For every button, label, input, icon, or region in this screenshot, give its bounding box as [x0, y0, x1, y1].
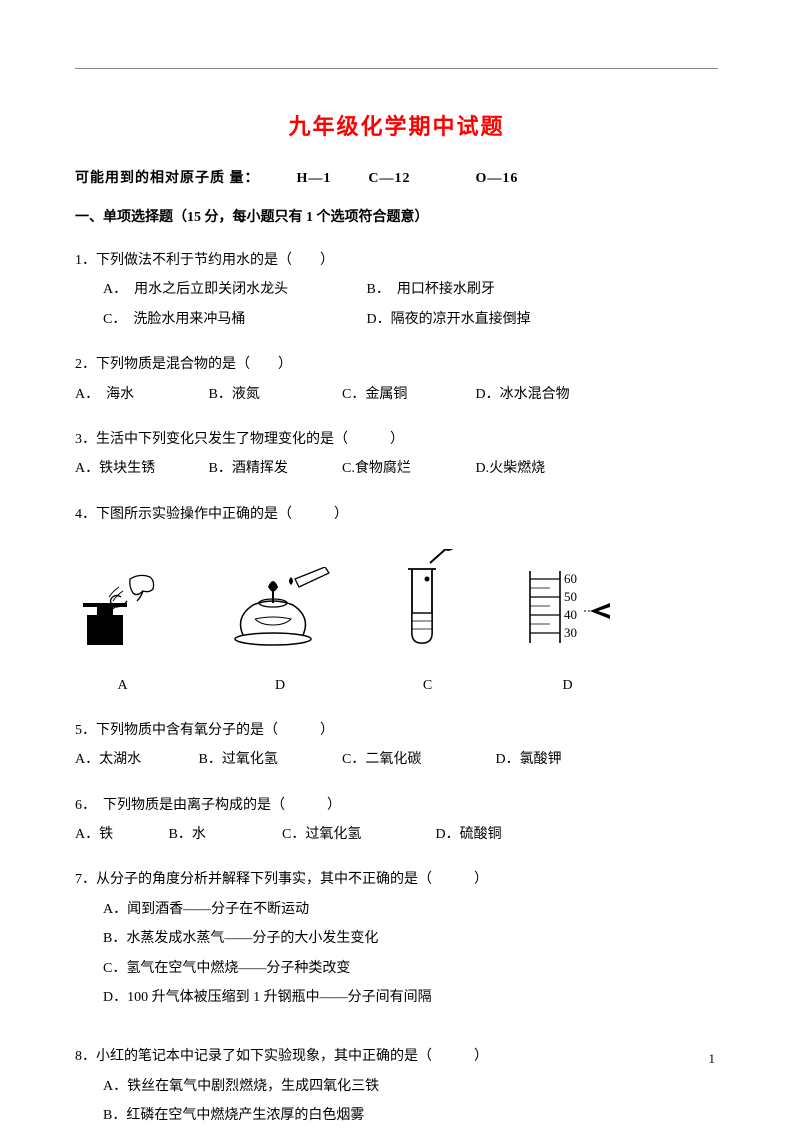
fig-a: A [75, 567, 170, 700]
graduated-cylinder-icon: 60 50 40 30 [520, 567, 615, 649]
q1-stem: 1．下列做法不利于节约用水的是（ ） [75, 246, 718, 275]
q7-opt-b: B．水蒸发成水蒸气——分子的大小发生变化 [75, 924, 718, 953]
q2-opt-b: B．液氮 [209, 380, 339, 409]
tick-60: 60 [564, 571, 577, 586]
q5-opt-c: C．二氧化碳 [342, 745, 492, 774]
fig-a-label: A [75, 671, 170, 700]
question-3: 3．生活中下列变化只发生了物理变化的是（ ） A．铁块生锈 B．酒精挥发 C.食… [75, 425, 718, 484]
eye-icon [590, 603, 610, 619]
page-number: 1 [709, 1049, 716, 1069]
fig-b: D [225, 567, 335, 700]
q1-opt-a: A． 用水之后立即关闭水龙头 [103, 275, 363, 304]
q4-stem: 4．下图所示实验操作中正确的是（ ） [75, 500, 718, 529]
q1-opt-c: C． 洗脸水用来冲马桶 [103, 305, 363, 334]
q2-stem: 2．下列物质是混合物的是（ ） [75, 350, 718, 379]
tick-30: 30 [564, 625, 577, 640]
q6-opt-a: A．铁 [75, 820, 165, 849]
q7-opt-d: D．100 升气体被压缩到 1 升钢瓶中——分子间有间隔 [75, 983, 718, 1012]
header-rule [75, 68, 718, 69]
alcohol-lamp-icon [225, 567, 335, 649]
q1-opt-b: B． 用口杯接水刷牙 [367, 282, 495, 297]
q5-stem: 5．下列物质中含有氧分子的是（ ） [75, 716, 718, 745]
question-8: 8．小红的笔记本中记录了如下实验现象，其中正确的是（ ） A．铁丝在氧气中剧烈燃… [75, 1042, 718, 1130]
fig-d: 60 50 40 30 D [520, 567, 615, 700]
q6-opt-d: D．硫酸铜 [436, 827, 502, 842]
mass-c: C—12 [368, 171, 410, 186]
smell-bottle-icon [75, 567, 170, 649]
question-1: 1．下列做法不利于节约用水的是（ ） A． 用水之后立即关闭水龙头 B． 用口杯… [75, 246, 718, 334]
q5-opt-b: B．过氧化氢 [199, 745, 339, 774]
fig-c-label: C [390, 671, 465, 700]
fig-b-label: D [225, 671, 335, 700]
q6-stem: 6． 下列物质是由离子构成的是（ ） [75, 791, 718, 820]
fig-d-label: D [520, 671, 615, 700]
q8-stem: 8．小红的笔记本中记录了如下实验现象，其中正确的是（ ） [75, 1042, 718, 1071]
q3-opt-a: A．铁块生锈 [75, 454, 205, 483]
tick-50: 50 [564, 589, 577, 604]
q3-opt-c: C.食物腐烂 [342, 454, 472, 483]
fig-c: C [390, 549, 465, 700]
q3-opt-b: B．酒精挥发 [209, 454, 339, 483]
mass-label: 可能用到的相对原子质 量： [75, 171, 260, 186]
q7-opt-c: C．氢气在空气中燃烧——分子种类改变 [75, 954, 718, 983]
atomic-mass-line: 可能用到的相对原子质 量： H—1 C—12 O—16 [75, 168, 718, 189]
q6-opt-b: B．水 [169, 820, 279, 849]
q2-opt-a: A． 海水 [75, 380, 205, 409]
q5-opt-d: D．氯酸钾 [496, 752, 562, 767]
q3-opt-d: D.火柴燃烧 [476, 461, 546, 476]
tick-40: 40 [564, 607, 577, 622]
question-4: 4．下图所示实验操作中正确的是（ ） A [75, 500, 718, 700]
question-5: 5．下列物质中含有氧分子的是（ ） A．太湖水 B．过氧化氢 C．二氧化碳 D．… [75, 716, 718, 775]
mass-o: O—16 [476, 171, 519, 186]
q8-opt-a: A．铁丝在氧气中剧烈燃烧，生成四氧化三铁 [75, 1072, 718, 1101]
q6-opt-c: C．过氧化氢 [282, 820, 432, 849]
question-2: 2．下列物质是混合物的是（ ） A． 海水 B．液氮 C．金属铜 D．冰水混合物 [75, 350, 718, 409]
mass-h: H—1 [297, 171, 332, 186]
question-7: 7．从分子的角度分析并解释下列事实，其中不正确的是（ ） A．闻到酒香——分子在… [75, 865, 718, 1012]
q1-opt-d: D．隔夜的凉开水直接倒掉 [367, 312, 531, 327]
q8-opt-b: B．红磷在空气中燃烧产生浓厚的白色烟雾 [75, 1101, 718, 1130]
q7-opt-a: A．闻到酒香——分子在不断运动 [75, 895, 718, 924]
section-1-heading: 一、单项选择题（15 分，每小题只有 1 个选项符合题意） [75, 207, 718, 228]
q3-stem: 3．生活中下列变化只发生了物理变化的是（ ） [75, 425, 718, 454]
page-title: 九年级化学期中试题 [75, 110, 718, 143]
q2-opt-d: D．冰水混合物 [476, 387, 570, 402]
q5-opt-a: A．太湖水 [75, 745, 195, 774]
q7-stem: 7．从分子的角度分析并解释下列事实，其中不正确的是（ ） [75, 865, 718, 894]
q2-opt-c: C．金属铜 [342, 380, 472, 409]
test-tube-icon [390, 549, 465, 649]
q4-figures: A D [75, 549, 718, 700]
question-6: 6． 下列物质是由离子构成的是（ ） A．铁 B．水 C．过氧化氢 D．硫酸铜 [75, 791, 718, 850]
